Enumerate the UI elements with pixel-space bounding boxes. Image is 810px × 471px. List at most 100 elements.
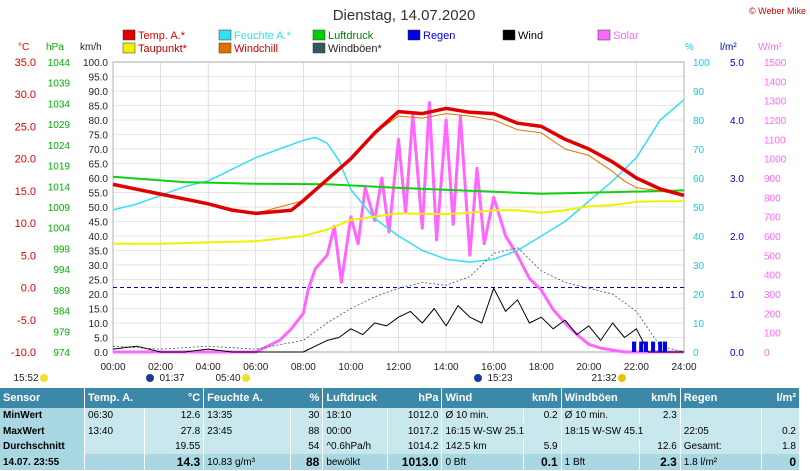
- stats-row-avg: Durchschnitt 19.55 54 ^0.6hPa/h 1014.2 1…: [0, 438, 800, 455]
- header-sensor: Sensor: [0, 388, 85, 408]
- y-tick-label: 25.0: [15, 121, 36, 133]
- cell: 1012.0: [387, 407, 443, 424]
- cell: 19.55: [144, 438, 205, 455]
- y-tick-label: 70: [693, 145, 705, 156]
- cell: 30: [290, 407, 324, 424]
- y-tick-label: 3.0: [730, 174, 744, 185]
- y-tick-label: 200: [764, 309, 781, 320]
- y-tick-label: 1019: [48, 162, 71, 173]
- weather-chart: Dienstag, 14.07.2020 © Weber Mike Temp. …: [11, 6, 806, 384]
- y-tick-label: 40.0: [89, 232, 109, 243]
- y-tick-label: 800: [764, 193, 781, 204]
- y-tick-label: 1500: [764, 58, 787, 69]
- y-tick-label: 400: [764, 271, 781, 282]
- y-tick-label: -10.0: [11, 347, 36, 359]
- series-line-luftdruck: [112, 175, 685, 195]
- cell: bewölkt: [322, 454, 388, 470]
- row-label: MaxWert: [0, 423, 85, 439]
- stats-row-max: MaxWert 13:40 27.8 23:45 88 00:00 1017.2…: [0, 423, 800, 439]
- time-marker-label: 05:40: [215, 373, 240, 384]
- y-tick-label: 50.0: [89, 203, 109, 214]
- cell: ^0.6hPa/h: [322, 438, 388, 455]
- cell: Ø 10 min.: [561, 407, 640, 424]
- axes: 00:00 02:00 04:00 06:00 08:00 10:00 12:00 14:00…: [11, 57, 787, 373]
- y-tick-label: 5.0: [730, 58, 744, 69]
- y-tick-label: 1.0: [730, 290, 744, 301]
- cell: 22:05: [680, 423, 763, 439]
- sunset-marker-icon: [618, 374, 626, 382]
- x-tick-label: 10:00: [338, 362, 363, 373]
- legend-swatch: [312, 29, 326, 41]
- temp-unit-label: °C: [18, 42, 29, 53]
- series: [112, 99, 685, 354]
- cell: [761, 407, 800, 424]
- copyright-label[interactable]: © Weber Mike: [749, 6, 806, 16]
- sunrise-marker-icon: [242, 374, 250, 382]
- legend-swatch: [218, 42, 232, 54]
- header-rain: Regen l/m²: [680, 388, 801, 408]
- series-line-tempa: [112, 106, 685, 216]
- legend-label: Wind: [518, 30, 543, 42]
- time-marker-label: 21:32: [591, 373, 616, 384]
- legend-label: Regen: [423, 30, 455, 42]
- y-tick-label: 4.0: [730, 116, 744, 127]
- time-marker-label: 15:52: [13, 373, 38, 384]
- cell: 2.3: [639, 454, 681, 470]
- y-tick-label: 979: [53, 327, 70, 338]
- grid: [112, 61, 685, 353]
- y-tick-label: 45.0: [89, 218, 109, 229]
- cell: 1 Bft: [561, 454, 640, 470]
- x-tick-label: 16:00: [481, 362, 506, 373]
- y-tick-label: 994: [53, 265, 70, 276]
- cell: [84, 438, 145, 455]
- y-tick-label: 85.0: [89, 102, 109, 113]
- legend-swatch: [122, 29, 136, 41]
- rain-bar: [632, 341, 637, 352]
- cell: 1.8 l/m²: [680, 454, 763, 470]
- y-tick-label: 1024: [48, 141, 71, 152]
- legend-swatch: [218, 29, 232, 41]
- y-tick-label: 1200: [764, 116, 787, 127]
- y-tick-label: 30.0: [89, 261, 109, 272]
- legend-label: Luftdruck: [328, 30, 374, 42]
- cell: 5.9: [523, 438, 562, 455]
- cell: 142.5 km: [441, 438, 524, 455]
- y-tick-label: 20.0: [15, 154, 36, 166]
- rain-bar: [662, 341, 667, 352]
- legend-label: Windböen*: [328, 43, 383, 55]
- y-tick-label: 1000: [764, 155, 787, 166]
- y-tick-label: 1009: [48, 203, 71, 214]
- cell: 18:10: [322, 407, 388, 424]
- y-tick-label: 60: [693, 174, 705, 185]
- header-humidity: Feuchte A.%: [203, 388, 324, 408]
- cell: 0 Bft: [441, 454, 524, 470]
- cell: 88: [290, 423, 324, 439]
- y-tick-label: 100: [764, 329, 781, 340]
- header-pressure: Luftdruck hPa: [322, 388, 443, 408]
- x-tick-label: 00:00: [100, 362, 125, 373]
- x-tick-label: 18:00: [529, 362, 554, 373]
- axis-units: °C hPa km/h% l/m² W/m²: [18, 42, 783, 53]
- chart-title: Dienstag, 14.07.2020: [333, 7, 476, 24]
- y-tick-label: 10.0: [89, 319, 109, 330]
- x-tick-label: 02:00: [148, 362, 173, 373]
- cell: 2.3: [639, 407, 681, 424]
- cell: 23:45: [203, 423, 292, 439]
- legend-swatch: [597, 29, 611, 41]
- y-tick-label: 20: [693, 290, 705, 301]
- series-line-windchill: [112, 113, 685, 214]
- sunrise-marker-icon: [40, 374, 48, 382]
- legend-swatch: [122, 42, 136, 54]
- cell: 0.2: [523, 407, 562, 424]
- y-tick-label: 5.0: [94, 334, 108, 345]
- humidity-unit-label: %: [685, 42, 694, 53]
- cell: 0: [761, 454, 800, 470]
- y-tick-label: 1044: [48, 58, 71, 69]
- y-tick-label: 75.0: [89, 131, 109, 142]
- header-gust: Windböen km/h: [561, 388, 681, 408]
- y-tick-label: 700: [764, 213, 781, 224]
- series-line-windben: [112, 247, 685, 353]
- rain-bar: [651, 341, 656, 352]
- y-tick-label: 95.0: [89, 73, 109, 84]
- y-tick-label: 989: [53, 286, 70, 297]
